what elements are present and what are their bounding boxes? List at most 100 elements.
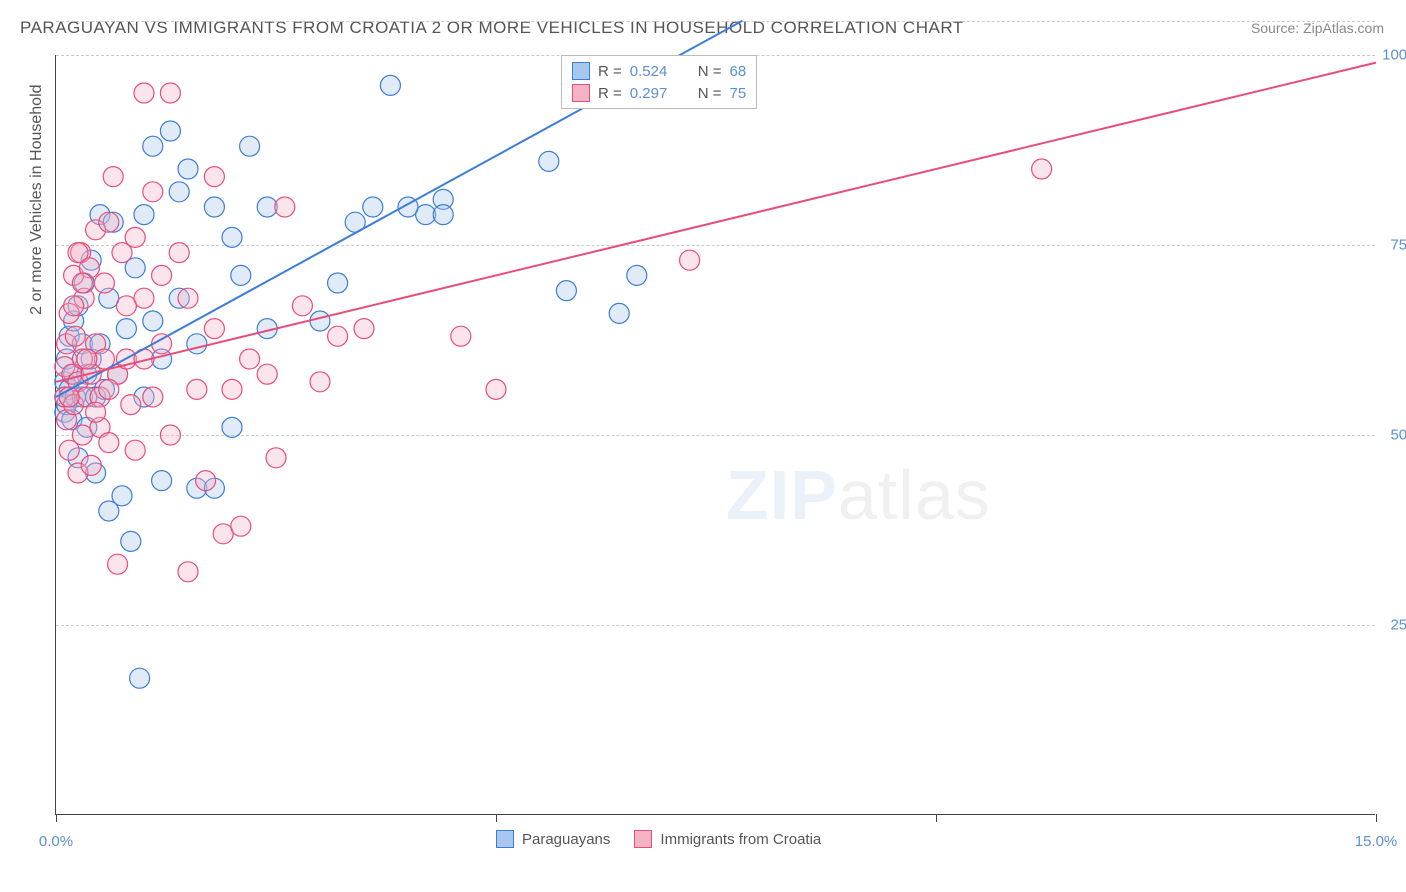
scatter-svg (56, 55, 1375, 814)
scatter-point (187, 334, 207, 354)
scatter-point (99, 433, 119, 453)
series-legend-item: Paraguayans (496, 830, 610, 848)
scatter-point (240, 136, 260, 156)
scatter-point (72, 425, 92, 445)
scatter-point (266, 448, 286, 468)
correlation-legend-row: R = 0.524 N = 68 (572, 60, 746, 82)
scatter-point (86, 402, 106, 422)
scatter-point (99, 212, 119, 232)
scatter-point (178, 159, 198, 179)
scatter-point (112, 486, 132, 506)
scatter-point (213, 524, 233, 544)
scatter-point (134, 83, 154, 103)
scatter-point (609, 303, 629, 323)
scatter-point (539, 151, 559, 171)
scatter-point (143, 182, 163, 202)
legend-swatch (496, 830, 514, 848)
scatter-point (77, 349, 97, 369)
scatter-point (125, 440, 145, 460)
scatter-point (627, 265, 647, 285)
x-tick (496, 814, 497, 822)
scatter-point (187, 379, 207, 399)
correlation-legend: R = 0.524 N = 68 R = 0.297 N = 75 (561, 55, 757, 109)
n-label: N = (698, 85, 722, 102)
scatter-point (143, 387, 163, 407)
r-value: 0.524 (630, 63, 678, 80)
scatter-point (275, 197, 295, 217)
n-label: N = (698, 63, 722, 80)
scatter-point (240, 349, 260, 369)
scatter-point (143, 311, 163, 331)
scatter-point (310, 311, 330, 331)
scatter-point (416, 205, 436, 225)
plot-area: ZIPatlas 25.0%50.0%75.0%100.0% 0.0%15.0%… (55, 55, 1375, 815)
scatter-point (152, 471, 172, 491)
x-tick-label: 15.0% (1355, 833, 1398, 850)
n-value: 75 (730, 85, 747, 102)
scatter-point (204, 197, 224, 217)
scatter-point (204, 319, 224, 339)
scatter-point (116, 296, 136, 316)
scatter-point (178, 288, 198, 308)
y-tick-label: 75.0% (1390, 237, 1406, 254)
scatter-point (134, 205, 154, 225)
scatter-point (310, 372, 330, 392)
scatter-point (125, 227, 145, 247)
scatter-point (354, 319, 374, 339)
x-tick (1376, 814, 1377, 822)
scatter-point (116, 319, 136, 339)
series-legend: Paraguayans Immigrants from Croatia (496, 830, 821, 848)
scatter-point (160, 121, 180, 141)
trend-line (56, 63, 1376, 382)
legend-swatch (634, 830, 652, 848)
y-tick-label: 25.0% (1390, 617, 1406, 634)
r-label: R = (598, 85, 622, 102)
scatter-point (160, 83, 180, 103)
scatter-point (68, 243, 88, 263)
scatter-point (94, 273, 114, 293)
scatter-point (231, 516, 251, 536)
scatter-point (65, 326, 85, 346)
scatter-point (169, 182, 189, 202)
scatter-point (222, 417, 242, 437)
scatter-point (257, 364, 277, 384)
scatter-point (451, 326, 471, 346)
scatter-point (121, 531, 141, 551)
scatter-point (433, 205, 453, 225)
scatter-point (328, 273, 348, 293)
y-tick-label: 50.0% (1390, 427, 1406, 444)
scatter-point (231, 265, 251, 285)
legend-swatch (572, 62, 590, 80)
scatter-point (99, 379, 119, 399)
scatter-point (328, 326, 348, 346)
r-label: R = (598, 63, 622, 80)
y-axis-title: 2 or more Vehicles in Household (28, 84, 46, 314)
series-legend-item: Immigrants from Croatia (634, 830, 821, 848)
scatter-point (81, 455, 101, 475)
r-value: 0.297 (630, 85, 678, 102)
scatter-point (169, 243, 189, 263)
scatter-point (486, 379, 506, 399)
scatter-point (680, 250, 700, 270)
scatter-point (178, 562, 198, 582)
scatter-point (130, 668, 150, 688)
n-value: 68 (730, 63, 747, 80)
scatter-point (134, 288, 154, 308)
scatter-point (222, 379, 242, 399)
scatter-point (160, 425, 180, 445)
scatter-point (143, 136, 163, 156)
scatter-point (72, 273, 92, 293)
series-legend-label: Immigrants from Croatia (660, 831, 821, 848)
scatter-point (204, 167, 224, 187)
scatter-point (108, 554, 128, 574)
series-legend-label: Paraguayans (522, 831, 610, 848)
scatter-point (556, 281, 576, 301)
scatter-point (222, 227, 242, 247)
gridline (56, 21, 1375, 22)
scatter-point (196, 471, 216, 491)
scatter-point (1032, 159, 1052, 179)
scatter-point (292, 296, 312, 316)
scatter-point (363, 197, 383, 217)
scatter-point (152, 265, 172, 285)
scatter-point (121, 395, 141, 415)
